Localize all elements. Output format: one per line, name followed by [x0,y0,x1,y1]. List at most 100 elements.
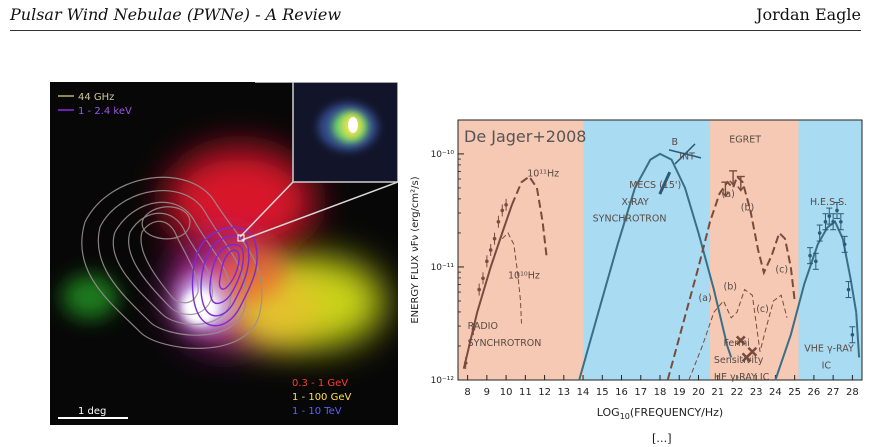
hess-point [835,208,839,213]
annotation-label: IC [822,361,832,372]
x-tick-label: 11 [519,387,532,398]
x-tick-label: 8 [464,387,470,398]
annotation-label: INT [679,152,695,163]
x-tick-label: 22 [731,387,744,398]
series-line-2 [501,232,522,324]
hess-point [831,219,835,224]
hess-point [823,219,828,224]
annotation-label: EGRET [729,135,761,146]
series-line-0 [462,204,513,369]
annotation-label: (a) [722,189,735,200]
hess-point [839,219,843,224]
hess-point [827,214,832,218]
x-tick-label: 24 [769,387,782,398]
annotation-label: RADIO [468,321,498,332]
radio-point [496,219,501,224]
radio-point [488,248,493,252]
x-tick-label: 15 [596,387,609,398]
fermi-sensitivity-mark [735,335,746,346]
band-legend: 0.3 - 1 GeV 1 - 100 GeV 1 - 10 TeV [292,378,351,417]
fermi-sensitivity-mark [747,346,758,357]
band-1 [583,120,711,380]
radio-point [504,202,508,207]
x-tick-label: 28 [846,387,859,398]
multiwavelength-image: 44 GHz 1 - 2.4 keV 0.3 - 1 GeV 1 - 100 G… [50,82,398,425]
annotation-label: B [672,137,679,148]
annotation-label: 10¹¹Hz [527,169,559,180]
x-tick-label: 10 [500,387,513,398]
x-tick-label: 18 [654,387,667,398]
band-3 [798,120,862,380]
annotation-label: X-RAY [622,197,649,208]
egret-limit-arrow [729,170,737,187]
hess-point [846,287,851,292]
series-line-7 [855,312,861,358]
x-tick-label: 19 [673,387,686,398]
y-tick-label: 10⁻¹² [431,376,455,386]
b-mark [674,143,696,165]
annotation-label: HE γ-RAY IC [714,372,770,383]
egret-limit-arrow [737,176,745,192]
radio-point [477,287,481,292]
x-axis-label: LOG10(FREQUENCY/Hz) [597,406,723,421]
series-line-1 [510,175,548,256]
legend-xray: 1 - 2.4 keV [78,106,132,117]
page-header: Pulsar Wind Nebulae (PWNe) - A Review Jo… [10,0,861,31]
multiwavelength-image-svg: 44 GHz 1 - 2.4 keV 0.3 - 1 GeV 1 - 100 G… [50,82,398,425]
mecs-mark [658,171,672,195]
radio-point [463,361,468,365]
band-0 [458,120,584,380]
legend-gev-high: 1 - 100 GeV [292,392,351,403]
x-tick-label: 20 [692,387,705,398]
series-line-4 [666,174,796,381]
annotation-label: Fermi [723,338,749,349]
x-tick-label: 14 [577,387,590,398]
sed-chart: De Jager+2008 8 9 10 11 12 13 14 15 16 17 18 19 20 21 2… [400,100,870,425]
series-line-5 [688,288,788,381]
annotation-label: SYNCHROTRON [468,338,542,349]
x-tick-label: 16 [615,387,628,398]
hess-point [850,332,855,337]
x-tick-label: 27 [827,387,840,398]
egret-limit-arrow [721,182,729,198]
x-tick-label: 9 [484,387,490,398]
annotation-label: 10¹⁰Hz [508,270,540,281]
legend-44ghz: 44 GHz [78,92,114,103]
annotation-label: Sensitivity [714,355,764,366]
annotation-label: (c) [756,304,769,315]
annotation-label: SYNCHROTRON [593,214,667,225]
series-line-6 [774,220,858,381]
radio-point [481,276,485,281]
legend-tev: 1 - 10 TeV [292,406,342,417]
annotation-label: (c) [775,265,788,276]
chart-title: De Jager+2008 [464,127,586,146]
annotation-label: (b) [723,282,736,293]
running-author: Jordan Eagle [756,5,861,24]
y-tick-label: 10⁻¹⁰ [431,150,455,160]
running-title: Pulsar Wind Nebulae (PWNe) - A Review [10,5,342,24]
citation-marker: […] [652,432,672,445]
series-line-3 [578,152,733,381]
annotation-label: H.E.S.S. [810,197,847,208]
radio-point [471,327,476,331]
annotation-label: VHE γ-RAY [804,344,854,355]
x-tick-label: 26 [808,387,821,398]
annotation-label: (a) [698,293,711,304]
radio-point [500,208,505,213]
sed-chart-svg: De Jager+2008 8 9 10 11 12 13 14 15 16 17 18 19 20 21 2… [410,119,863,421]
x-tick-label: 17 [634,387,647,398]
hess-point [842,242,847,247]
contour-legend: 44 GHz 1 - 2.4 keV [58,92,132,117]
radio-point [492,236,497,241]
x-tick-label: 12 [538,387,551,398]
hess-point [808,253,812,258]
x-tick-label: 25 [788,387,801,398]
y-tick-label: 10⁻¹¹ [431,263,455,273]
annotation-label: (b) [741,202,754,213]
x-tick-label: 23 [750,387,763,398]
x-tick-label: 21 [711,387,724,398]
x-tick-label: 13 [557,387,570,398]
legend-gev-low: 0.3 - 1 GeV [292,378,348,389]
scale-bar-label: 1 deg [78,406,106,417]
radio-point [485,259,489,264]
